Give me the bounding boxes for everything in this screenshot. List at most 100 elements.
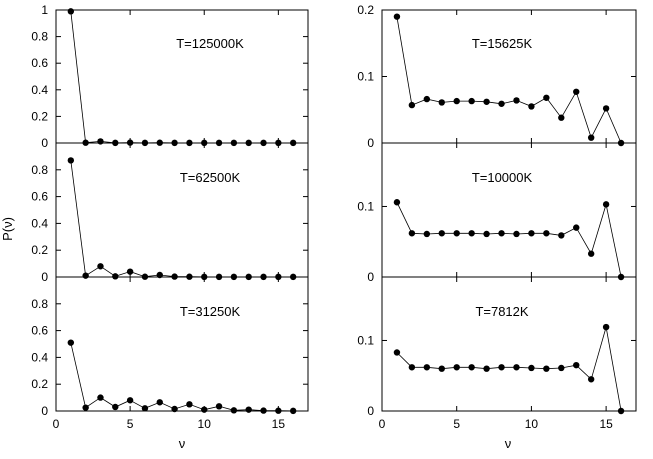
data-point [141, 405, 149, 412]
data-point [423, 364, 431, 371]
data-point [528, 103, 535, 110]
data-point [112, 273, 119, 280]
temperature-label: T=62500K [180, 170, 241, 185]
data-point [215, 403, 223, 410]
data-point [289, 407, 297, 415]
data-point [275, 407, 282, 414]
temperature-label: T=125000K [176, 36, 244, 51]
series-line [70, 342, 294, 412]
data-point [423, 95, 431, 103]
y-axis-label: P(ν) [0, 217, 15, 241]
x-tick-label: 15 [599, 417, 613, 431]
data-point [438, 230, 445, 237]
data-point [483, 230, 490, 238]
data-point [617, 407, 625, 415]
panels: 0 0.2 0.4 0.6 0.8 1 T=125000K 0 0.2 0.4 0.6 0.8 T=62… [31, 3, 637, 431]
data-point [587, 134, 595, 141]
data-point [513, 97, 520, 104]
y-tick-label: 0.6 [31, 190, 48, 204]
y-tick-label: 1 [41, 3, 48, 17]
data-point [156, 399, 163, 406]
y-tick-label: 0.1 [357, 199, 374, 213]
series-line [396, 202, 622, 278]
data-point [82, 272, 89, 279]
y-tick-label: 0.2 [31, 243, 48, 257]
data-point [483, 98, 490, 105]
data-point [393, 13, 401, 20]
series-line [396, 16, 622, 144]
data-point [468, 230, 475, 237]
temperature-label: T=31250K [180, 304, 241, 319]
series-line [70, 11, 294, 144]
x-tick-label: 0 [53, 417, 60, 431]
data-point [587, 250, 595, 257]
data-point [112, 403, 119, 411]
y-tick-label: 0.4 [31, 83, 48, 97]
data-point [82, 404, 89, 411]
data-point [186, 401, 193, 408]
data-point [498, 100, 505, 107]
data-point [230, 407, 238, 414]
y-tick-label: 0 [41, 404, 48, 418]
data-point [528, 230, 535, 237]
y-tick-label: 0.8 [31, 163, 48, 177]
data-point [393, 349, 401, 356]
data-point [602, 201, 610, 208]
data-point [67, 157, 75, 164]
panel-frame [381, 276, 637, 412]
y-tick-label: 0.2 [31, 377, 48, 391]
data-point [543, 365, 550, 372]
y-tick-label: 0.4 [31, 350, 48, 364]
data-point [558, 232, 565, 239]
y-tick-label: 0.6 [31, 324, 48, 338]
data-point [126, 268, 134, 275]
x-tick-label: 10 [198, 417, 212, 431]
panel-1: 0 0.2 0.4 0.6 0.8 1 T=125000K [31, 3, 309, 150]
panel-frame [55, 142, 309, 278]
data-point [468, 97, 475, 105]
data-point [513, 364, 520, 371]
data-point [67, 339, 75, 346]
data-point [97, 263, 104, 270]
data-point [453, 230, 460, 237]
data-point [97, 138, 104, 145]
y-tick-label: 0 [367, 270, 374, 284]
data-point [498, 364, 505, 371]
panel-frame [55, 9, 309, 144]
y-tick-label: 0 [367, 136, 374, 150]
data-point [97, 394, 104, 401]
data-point [423, 230, 431, 238]
data-point [498, 230, 505, 237]
x-tick-label: 0 [379, 417, 386, 431]
x-tick-label: 15 [272, 417, 286, 431]
y-tick-label: 0.2 [357, 3, 374, 17]
panel-frame [381, 9, 637, 144]
panel-2: 0 0.2 0.4 0.6 0.8 T=62500K [31, 142, 309, 284]
data-point [408, 364, 416, 371]
x-tick-label: 5 [453, 417, 460, 431]
x-axis-label-left: ν [179, 436, 186, 451]
x-tick-label: 10 [525, 417, 539, 431]
data-point [558, 364, 565, 372]
data-point [126, 397, 134, 404]
data-point [453, 97, 460, 105]
data-point [408, 101, 416, 109]
data-point [453, 364, 460, 371]
y-tick-label: 0 [367, 404, 374, 418]
y-tick-label: 0.2 [31, 109, 48, 123]
data-point [67, 8, 75, 15]
data-point [438, 365, 445, 372]
temperature-label: T=15625K [472, 36, 533, 51]
x-axis-label-right: ν [505, 436, 512, 451]
panel-3: 0 0.2 0.4 0.6 0.8 0 5 10 15 T=31250K [31, 276, 309, 431]
data-point [408, 230, 416, 237]
data-point [513, 230, 520, 238]
x-tick-label: 5 [127, 417, 134, 431]
data-point [468, 364, 475, 371]
y-tick-label: 0.6 [31, 56, 48, 70]
temperature-label: T=7812K [475, 304, 528, 319]
panel-frame [55, 276, 309, 412]
data-point [528, 364, 535, 372]
data-point [438, 99, 445, 106]
